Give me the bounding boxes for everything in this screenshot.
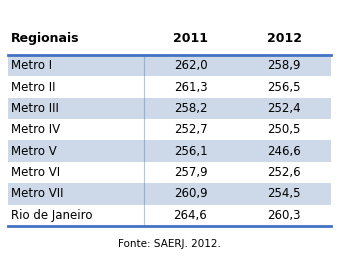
- Text: Metro VI: Metro VI: [11, 166, 60, 179]
- Text: 252,4: 252,4: [267, 102, 301, 115]
- Text: 250,5: 250,5: [267, 123, 301, 136]
- Text: Rio de Janeiro: Rio de Janeiro: [11, 209, 93, 222]
- Bar: [8, 183, 331, 205]
- Bar: [8, 141, 331, 162]
- Text: 252,7: 252,7: [174, 123, 207, 136]
- Text: 2012: 2012: [266, 32, 302, 45]
- Text: 264,6: 264,6: [174, 209, 207, 222]
- Text: Metro II: Metro II: [11, 80, 56, 94]
- Text: 2011: 2011: [173, 32, 208, 45]
- Text: Fonte: SAERJ. 2012.: Fonte: SAERJ. 2012.: [118, 239, 221, 249]
- Text: 260,9: 260,9: [174, 187, 207, 200]
- Text: 260,3: 260,3: [267, 209, 301, 222]
- Text: 258,2: 258,2: [174, 102, 207, 115]
- Text: Metro I: Metro I: [11, 59, 53, 72]
- Text: 256,1: 256,1: [174, 145, 207, 158]
- Text: Metro VII: Metro VII: [11, 187, 64, 200]
- Text: 246,6: 246,6: [267, 145, 301, 158]
- Text: 262,0: 262,0: [174, 59, 207, 72]
- Bar: [8, 55, 331, 76]
- Text: 254,5: 254,5: [267, 187, 301, 200]
- Text: 256,5: 256,5: [267, 80, 301, 94]
- Text: Metro III: Metro III: [11, 102, 59, 115]
- Text: Metro V: Metro V: [11, 145, 57, 158]
- Bar: [8, 98, 331, 119]
- Text: Regionais: Regionais: [11, 32, 80, 45]
- Text: 257,9: 257,9: [174, 166, 207, 179]
- Text: 261,3: 261,3: [174, 80, 207, 94]
- Text: 252,6: 252,6: [267, 166, 301, 179]
- Text: 258,9: 258,9: [267, 59, 301, 72]
- Text: Metro IV: Metro IV: [11, 123, 60, 136]
